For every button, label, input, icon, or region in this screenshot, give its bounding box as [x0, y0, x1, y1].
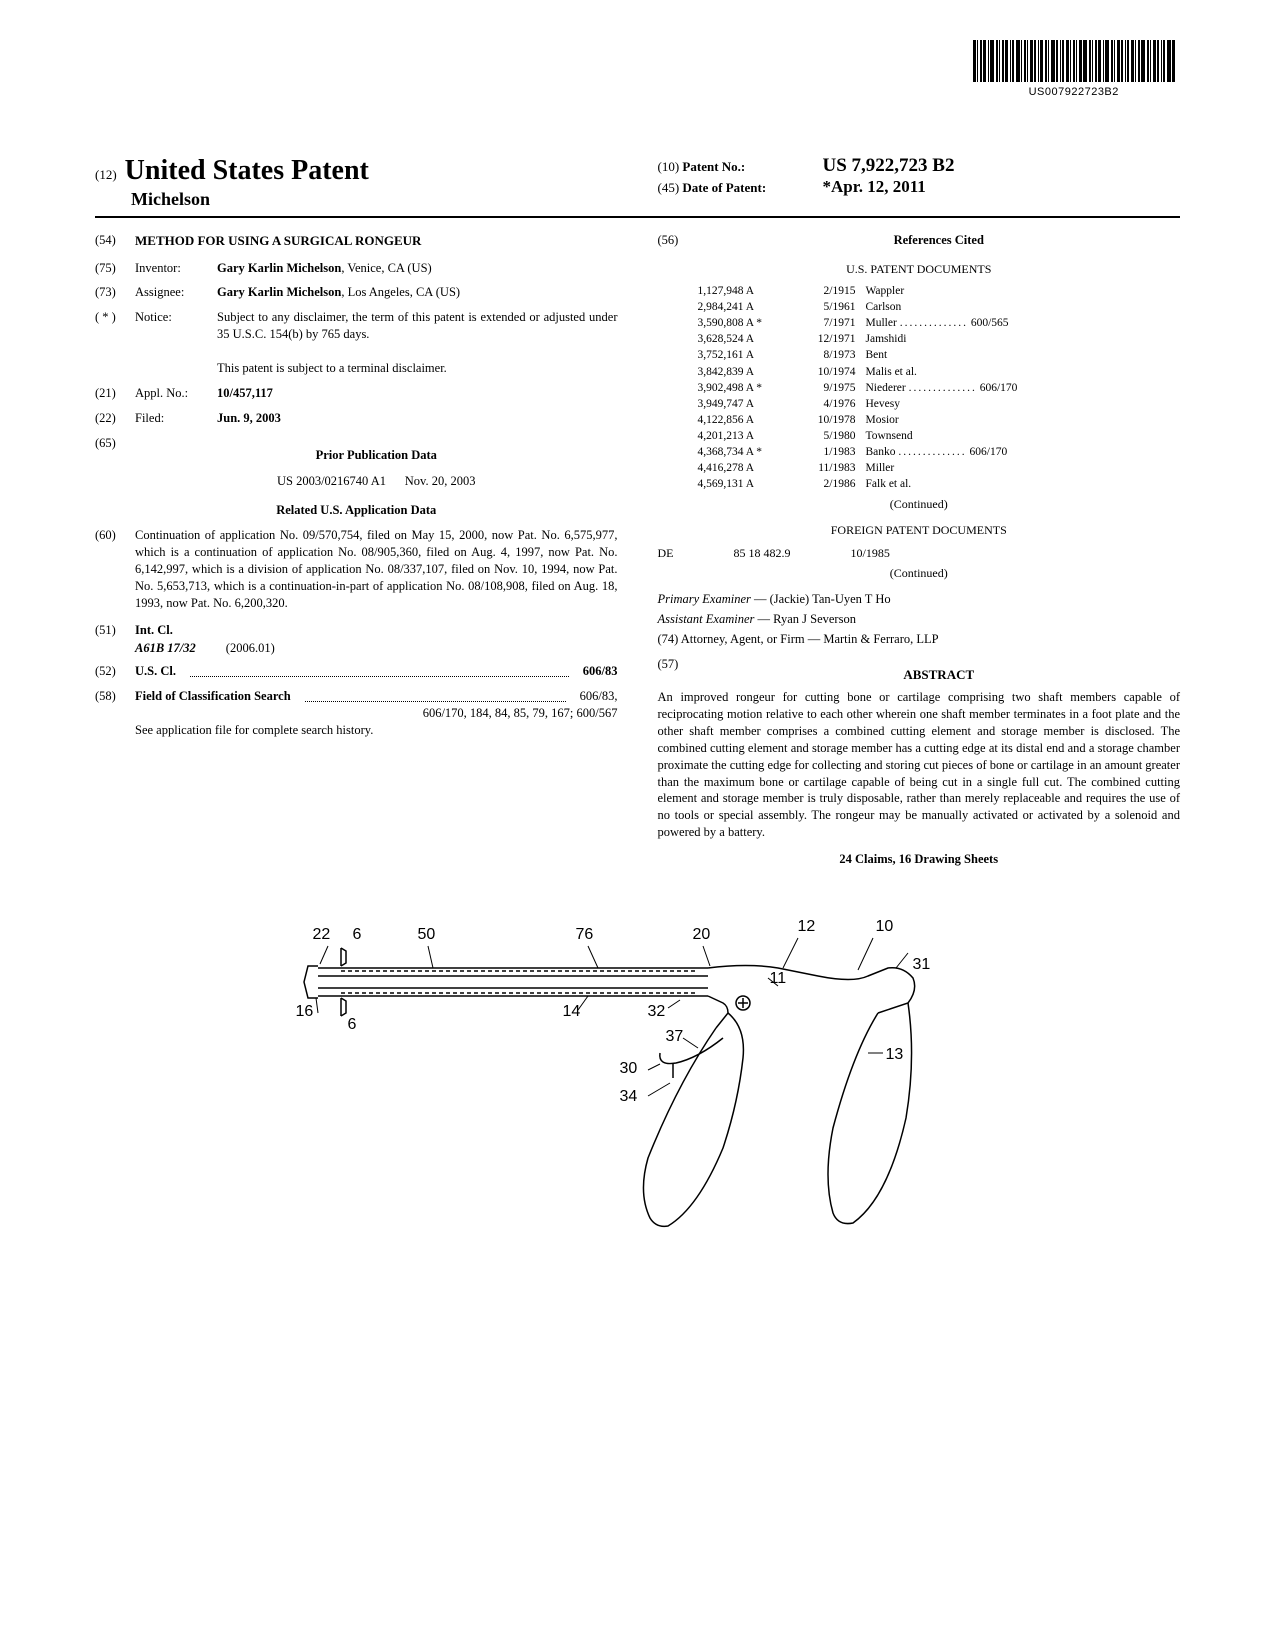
notice-field: Subject to any disclaimer, the term of t…: [217, 309, 618, 377]
fos-note: See application file for complete search…: [135, 722, 618, 739]
inventor-label: Inventor:: [135, 260, 207, 277]
primary-examiner: Primary Examiner — (Jackie) Tan-Uyen T H…: [658, 591, 1181, 608]
body-columns: (54) METHOD FOR USING A SURGICAL RONGEUR…: [95, 232, 1180, 868]
invention-title: METHOD FOR USING A SURGICAL RONGEUR: [135, 232, 618, 250]
fig-label-11: 11: [770, 970, 787, 988]
assistant-examiner: Assistant Examiner — Ryan J Severson: [658, 611, 1181, 628]
fig-label-30: 30: [620, 1060, 638, 1078]
inventor-field: Gary Karlin Michelson, Venice, CA (US): [217, 260, 618, 277]
refs-code: (56): [658, 232, 688, 259]
fos-val1: 606/83,: [580, 688, 618, 705]
prior-pub-data: US 2003/0216740 A1 Nov. 20, 2003: [135, 473, 618, 490]
abstract-heading: ABSTRACT: [698, 666, 1181, 684]
right-column: (56) References Cited U.S. PATENT DOCUME…: [658, 232, 1181, 868]
patent-no-label: (10) Patent No.:: [658, 159, 823, 175]
barcode-label: US007922723B2: [973, 86, 1176, 98]
claims-line: 24 Claims, 16 Drawing Sheets: [658, 851, 1181, 868]
title-code: (54): [95, 232, 125, 250]
uscl-label: U.S. Cl.: [135, 663, 176, 680]
date-label: (45) Date of Patent:: [658, 180, 823, 196]
refs-heading: References Cited: [698, 232, 1181, 249]
fig-label-50: 50: [418, 926, 436, 944]
fig-label-14: 14: [563, 1003, 581, 1021]
barcode-graphic: [973, 40, 1176, 82]
foreign-row: DE 85 18 482.9 10/1985: [658, 545, 1181, 561]
filed-label: Filed:: [135, 410, 207, 427]
fig-label-37: 37: [666, 1028, 684, 1046]
abstract-body: An improved rongeur for cutting bone or …: [658, 689, 1181, 841]
appl-no: 10/457,117: [217, 385, 618, 402]
fig-label-22: 22: [313, 926, 331, 944]
continued-2: (Continued): [658, 565, 1181, 581]
fig-label-13: 13: [886, 1046, 904, 1064]
patent-ref-row: 3,842,839 A10/1974Malis et al.: [698, 364, 1181, 380]
attorney-line: (74) Attorney, Agent, or Firm — Martin &…: [658, 631, 1181, 648]
figure-svg: [278, 908, 998, 1258]
appl-code: (21): [95, 385, 125, 402]
fig-label-76: 76: [576, 926, 594, 944]
uscl-val: 606/83: [583, 663, 618, 680]
assignee-field: Gary Karlin Michelson, Los Angeles, CA (…: [217, 284, 618, 301]
intcl-label: Int. Cl.: [135, 622, 618, 639]
barcode-block: US007922723B2: [973, 40, 1176, 98]
fig-label-6a: 6: [353, 926, 362, 944]
fig-label-16: 16: [296, 1003, 314, 1021]
patent-no: US 7,922,723 B2: [823, 155, 955, 177]
doc-type: United States Patent: [125, 155, 369, 187]
fig-label-6b: 6: [348, 1016, 357, 1034]
left-column: (54) METHOD FOR USING A SURGICAL RONGEUR…: [95, 232, 618, 868]
fig-label-10: 10: [876, 918, 894, 936]
header-inventor: Michelson: [131, 189, 638, 210]
abstract-code: (57): [658, 656, 688, 690]
related-code: (60): [95, 527, 125, 611]
filed-date: Jun. 9, 2003: [217, 410, 618, 427]
fig-label-32: 32: [648, 1003, 666, 1021]
patent-ref-row: 4,122,856 A10/1978Mosior: [698, 412, 1181, 428]
assignee-code: (73): [95, 284, 125, 301]
assignee-label: Assignee:: [135, 284, 207, 301]
fig-label-20: 20: [693, 926, 711, 944]
doc-type-code: (12): [95, 167, 117, 183]
appl-label: Appl. No.:: [135, 385, 207, 402]
intcl-line: A61B 17/32 (2006.01): [135, 640, 618, 657]
fig-label-31: 31: [913, 956, 931, 974]
us-patent-table: 1,127,948 A2/1915Wappler2,984,241 A5/196…: [698, 283, 1181, 492]
filed-code: (22): [95, 410, 125, 427]
continued-1: (Continued): [658, 496, 1181, 512]
patent-ref-row: 4,416,278 A11/1983Miller: [698, 460, 1181, 476]
fos-label: Field of Classification Search: [135, 688, 291, 705]
patent-figure: 22 6 50 76 20 12 10 16 6 14 32 11 31 37 …: [278, 908, 998, 1258]
notice-code: ( * ): [95, 309, 125, 377]
date-value: *Apr. 12, 2011: [823, 177, 926, 197]
intcl-code: (51): [95, 622, 125, 639]
patent-ref-row: 2,984,241 A5/1961Carlson: [698, 299, 1181, 315]
header-row: (12) United States Patent Michelson (10)…: [95, 155, 1180, 218]
patent-ref-row: 3,902,498 A *9/1975Niederer ............…: [698, 380, 1181, 396]
fos-val2: 606/170, 184, 84, 85, 79, 167; 600/567: [95, 705, 618, 722]
fos-code: (58): [95, 688, 125, 705]
patent-ref-row: 3,590,808 A *7/1971Muller ..............…: [698, 315, 1181, 331]
fig-label-34: 34: [620, 1088, 638, 1106]
patent-ref-row: 3,628,524 A12/1971Jamshidi: [698, 331, 1181, 347]
related-heading: Related U.S. Application Data: [95, 502, 618, 519]
fig-label-12: 12: [798, 918, 816, 936]
uscl-code: (52): [95, 663, 125, 680]
inventor-code: (75): [95, 260, 125, 277]
patent-ref-row: 4,569,131 A2/1986Falk et al.: [698, 476, 1181, 492]
patent-ref-row: 1,127,948 A2/1915Wappler: [698, 283, 1181, 299]
us-docs-heading: U.S. PATENT DOCUMENTS: [658, 261, 1181, 277]
notice-label: Notice:: [135, 309, 207, 377]
patent-ref-row: 4,368,734 A *1/1983Banko .............. …: [698, 444, 1181, 460]
prior-pub-heading: Prior Publication Data: [135, 447, 618, 464]
foreign-heading: FOREIGN PATENT DOCUMENTS: [658, 522, 1181, 538]
patent-ref-row: 4,201,213 A5/1980Townsend: [698, 428, 1181, 444]
patent-ref-row: 3,949,747 A4/1976Hevesy: [698, 396, 1181, 412]
patent-ref-row: 3,752,161 A8/1973Bent: [698, 347, 1181, 363]
related-text: Continuation of application No. 09/570,7…: [135, 527, 618, 611]
prior-pub-code: (65): [95, 435, 125, 472]
